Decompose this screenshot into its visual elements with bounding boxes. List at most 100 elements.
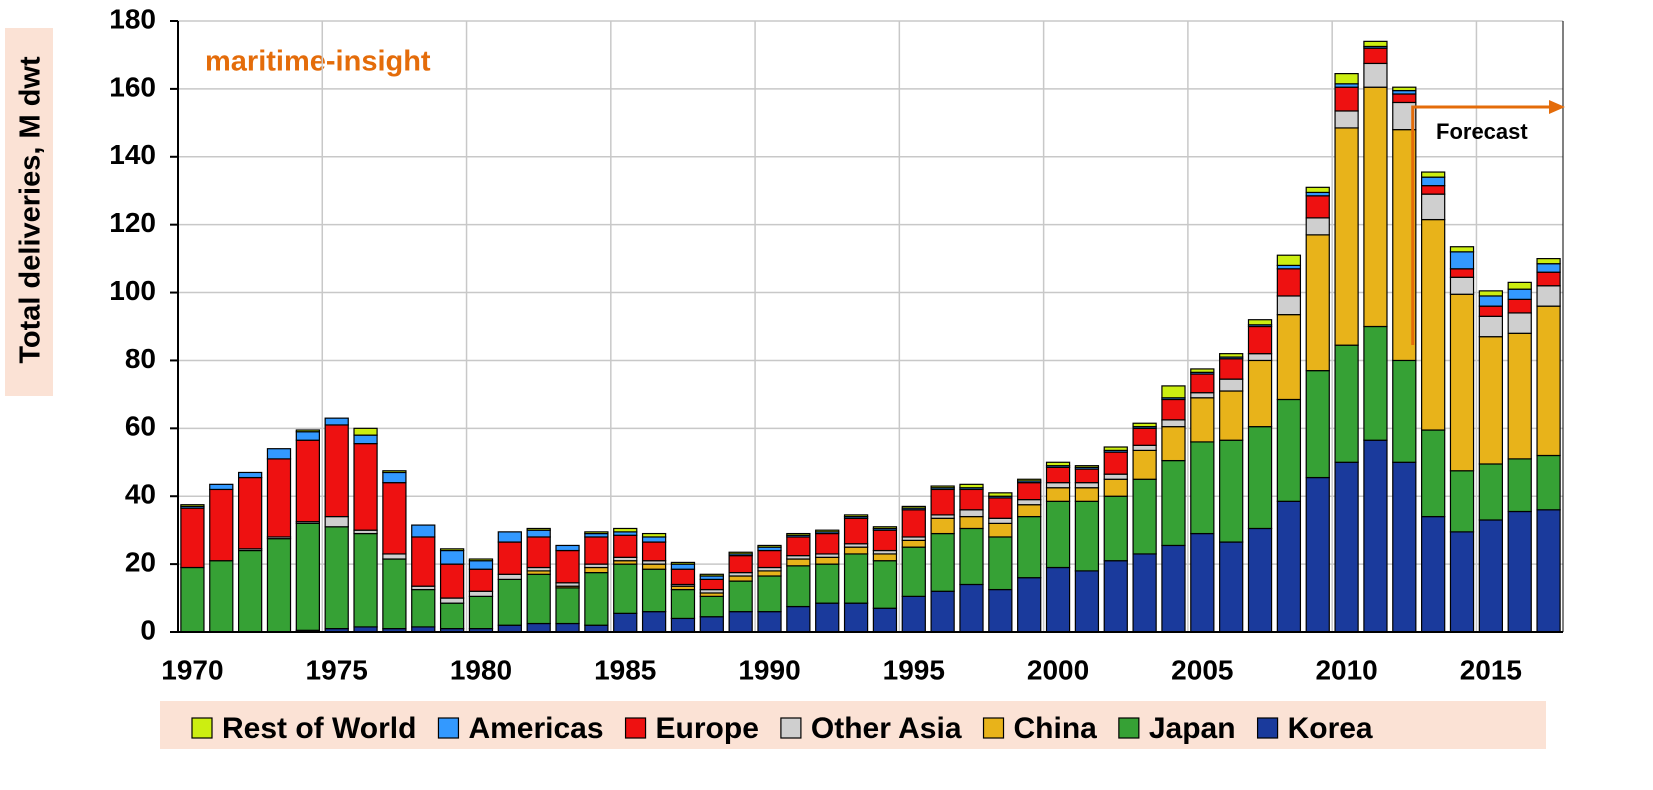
bar-segment <box>930 532 955 592</box>
bar-segment <box>266 448 292 460</box>
bar-segment <box>1421 193 1446 221</box>
bar-segment <box>353 427 378 436</box>
x-tick-label: 1995 <box>883 654 945 685</box>
bar-segment <box>1074 487 1100 502</box>
bar-segment <box>1247 426 1273 530</box>
y-tick-label: 160 <box>109 71 156 102</box>
y-tick-label: 20 <box>125 547 156 578</box>
bar-segment <box>1334 73 1359 85</box>
bar-segment <box>1103 473 1128 480</box>
bar-segment <box>584 624 609 633</box>
bar-segment <box>641 611 667 633</box>
legend-label: Japan <box>1149 712 1236 745</box>
bar-segment <box>1449 531 1475 633</box>
bar-segment <box>468 590 494 597</box>
bar-segment <box>613 612 638 633</box>
bar-segment <box>584 531 609 535</box>
bar-segment <box>324 417 349 426</box>
x-tick-label: 2010 <box>1315 654 1377 685</box>
bar-segment <box>324 424 349 518</box>
bar-segment <box>497 624 522 633</box>
bar-segment <box>1276 398 1302 502</box>
legend-label: Americas <box>468 712 603 745</box>
bar-segment <box>670 617 696 633</box>
bar-segment <box>1132 444 1157 451</box>
bar-segment <box>1161 544 1186 633</box>
bar-segment <box>728 611 753 633</box>
bar-segment <box>1190 532 1215 633</box>
legend-box <box>160 701 1546 749</box>
bar-segment <box>959 527 984 586</box>
legend-label: Rest of World <box>222 712 416 745</box>
legend-label: Europe <box>656 712 759 745</box>
bar-segment <box>1536 271 1561 287</box>
bar-segment <box>1219 439 1244 543</box>
bar-segment <box>786 536 811 557</box>
bar-segment <box>209 560 234 633</box>
bar-segment <box>872 529 898 552</box>
bar-segment <box>641 541 667 562</box>
bar-segment <box>209 483 234 491</box>
bar-segment <box>1045 487 1071 502</box>
bar-segment <box>1478 519 1504 633</box>
bar-segment <box>411 588 436 628</box>
bar-segment <box>1363 439 1388 633</box>
legend-swatch <box>1256 717 1279 739</box>
bar-segment <box>1536 509 1561 633</box>
bar-segment <box>1507 312 1532 334</box>
bar-segment <box>1449 276 1475 295</box>
bar-segment <box>353 532 378 628</box>
bar-segment <box>497 531 522 543</box>
bar-segment <box>1449 470 1475 533</box>
bar-segment <box>843 546 869 555</box>
bar-segment <box>180 504 205 508</box>
bar-segment <box>1276 268 1302 297</box>
bar-segment <box>988 588 1013 633</box>
bar-segment <box>1276 254 1302 266</box>
bar-segment <box>584 566 609 574</box>
bar-segment <box>1363 47 1388 65</box>
bar-segment <box>1161 426 1186 462</box>
bar-segment <box>872 560 898 609</box>
bar-segment <box>1276 500 1302 633</box>
bar-segment <box>1045 466 1071 484</box>
bar-segment <box>1247 359 1273 428</box>
bar-segment <box>1219 353 1244 358</box>
legend-label: Korea <box>1288 712 1373 745</box>
bar-segment <box>1074 500 1100 572</box>
bar-segment <box>382 553 407 560</box>
bar-segment <box>1132 449 1157 480</box>
bar-segment <box>1334 86 1359 112</box>
bar-segment <box>1392 93 1417 104</box>
bar-segment <box>699 616 724 633</box>
bar-segment <box>1045 461 1071 467</box>
bar-segment <box>209 488 234 562</box>
bar-segment <box>728 551 753 555</box>
bar-segment <box>1507 332 1532 460</box>
bar-segment <box>266 538 292 633</box>
bar-segment <box>1219 390 1244 441</box>
bar-segment <box>1507 458 1532 513</box>
bar-segment <box>295 429 320 433</box>
bar-segment <box>641 536 667 543</box>
bar-segment <box>382 558 407 630</box>
bar-segment <box>468 560 494 570</box>
bar-segment <box>468 595 494 630</box>
bar-segment <box>901 546 926 597</box>
bar-segment <box>1161 419 1186 428</box>
bar-segment <box>1536 258 1561 265</box>
bar-segment <box>411 536 436 587</box>
bar-segment <box>1305 217 1330 236</box>
y-tick-label: 60 <box>125 411 156 442</box>
bar-segment <box>1132 553 1157 633</box>
bar-segment <box>959 488 984 511</box>
bar-segment <box>237 549 263 633</box>
x-tick-label: 2015 <box>1460 654 1522 685</box>
bar-segment <box>613 527 638 533</box>
bar-segment <box>1017 482 1042 501</box>
bar-segment <box>757 549 782 569</box>
bar-segment <box>180 566 205 633</box>
bar-segment <box>1247 353 1273 362</box>
bar-segment <box>1103 560 1128 633</box>
